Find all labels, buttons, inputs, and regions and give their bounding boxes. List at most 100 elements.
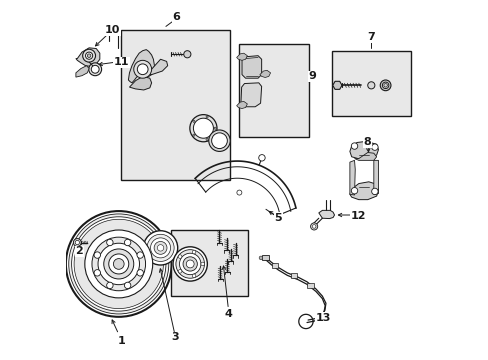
Circle shape (186, 260, 194, 268)
Text: 1: 1 (117, 336, 125, 346)
Circle shape (92, 237, 145, 291)
Circle shape (258, 154, 264, 161)
Polygon shape (242, 56, 261, 78)
Polygon shape (332, 81, 341, 89)
Circle shape (103, 249, 134, 279)
Circle shape (236, 190, 242, 195)
Circle shape (73, 239, 81, 247)
Circle shape (71, 217, 165, 311)
Polygon shape (373, 160, 378, 194)
Circle shape (137, 64, 148, 75)
Circle shape (85, 52, 93, 59)
Circle shape (154, 242, 166, 254)
Bar (271, 262, 278, 267)
Circle shape (371, 144, 377, 150)
Text: 5: 5 (274, 212, 282, 222)
Text: 6: 6 (172, 13, 180, 22)
Circle shape (201, 262, 204, 266)
Circle shape (87, 54, 91, 58)
Circle shape (108, 254, 128, 274)
Polygon shape (128, 50, 154, 83)
Circle shape (84, 230, 152, 298)
Circle shape (124, 239, 131, 246)
Circle shape (66, 211, 171, 317)
Bar (261, 255, 268, 260)
Circle shape (192, 274, 196, 278)
Circle shape (137, 252, 143, 258)
Circle shape (312, 225, 315, 228)
Bar (121, 30, 230, 180)
Bar (307, 283, 313, 288)
Circle shape (211, 133, 227, 149)
Polygon shape (349, 141, 378, 159)
Polygon shape (76, 48, 100, 66)
Circle shape (178, 270, 182, 273)
Text: 7: 7 (366, 32, 374, 42)
Circle shape (176, 249, 204, 278)
Circle shape (189, 114, 217, 142)
Circle shape (183, 257, 197, 271)
Circle shape (74, 219, 163, 309)
Bar (290, 273, 296, 278)
Circle shape (367, 82, 374, 89)
Circle shape (208, 130, 230, 152)
Circle shape (193, 118, 213, 138)
Circle shape (350, 143, 357, 149)
Bar (331, 51, 410, 116)
Circle shape (310, 223, 317, 230)
Polygon shape (236, 102, 247, 109)
Text: 2: 2 (76, 247, 83, 256)
Polygon shape (349, 182, 378, 200)
Circle shape (147, 234, 174, 261)
Polygon shape (259, 70, 270, 77)
Polygon shape (241, 83, 261, 107)
Text: 9: 9 (308, 71, 316, 81)
Circle shape (137, 270, 143, 276)
Circle shape (113, 258, 124, 269)
Circle shape (380, 80, 390, 91)
Circle shape (259, 256, 262, 260)
Circle shape (205, 116, 208, 118)
Text: 12: 12 (349, 211, 365, 221)
Circle shape (192, 120, 195, 122)
Circle shape (157, 245, 163, 251)
Circle shape (382, 82, 388, 89)
Circle shape (134, 60, 151, 78)
Circle shape (183, 51, 190, 58)
Circle shape (82, 49, 95, 62)
Circle shape (88, 63, 102, 76)
Circle shape (106, 282, 113, 289)
Polygon shape (349, 160, 354, 195)
Circle shape (179, 253, 201, 275)
Circle shape (371, 188, 377, 195)
Circle shape (214, 127, 216, 129)
Bar (171, 230, 247, 296)
Text: 13: 13 (315, 312, 330, 323)
Circle shape (192, 250, 196, 254)
Text: 10: 10 (104, 25, 120, 35)
Polygon shape (129, 76, 151, 90)
Text: 4: 4 (224, 309, 232, 319)
Circle shape (69, 214, 168, 314)
Circle shape (98, 243, 139, 285)
Circle shape (124, 282, 131, 289)
Text: 8: 8 (363, 138, 371, 148)
Polygon shape (135, 59, 167, 75)
Circle shape (143, 231, 177, 265)
Polygon shape (318, 210, 334, 219)
Text: 3: 3 (171, 332, 178, 342)
Text: 11: 11 (113, 57, 129, 67)
Circle shape (91, 65, 99, 73)
Circle shape (383, 84, 386, 87)
Circle shape (150, 238, 170, 258)
Circle shape (350, 188, 357, 194)
Circle shape (178, 255, 182, 258)
Circle shape (75, 240, 80, 245)
Circle shape (192, 134, 195, 136)
Circle shape (106, 239, 113, 246)
Polygon shape (76, 66, 89, 77)
Polygon shape (354, 153, 376, 160)
Polygon shape (236, 53, 247, 60)
Circle shape (205, 138, 208, 140)
Circle shape (94, 270, 101, 276)
